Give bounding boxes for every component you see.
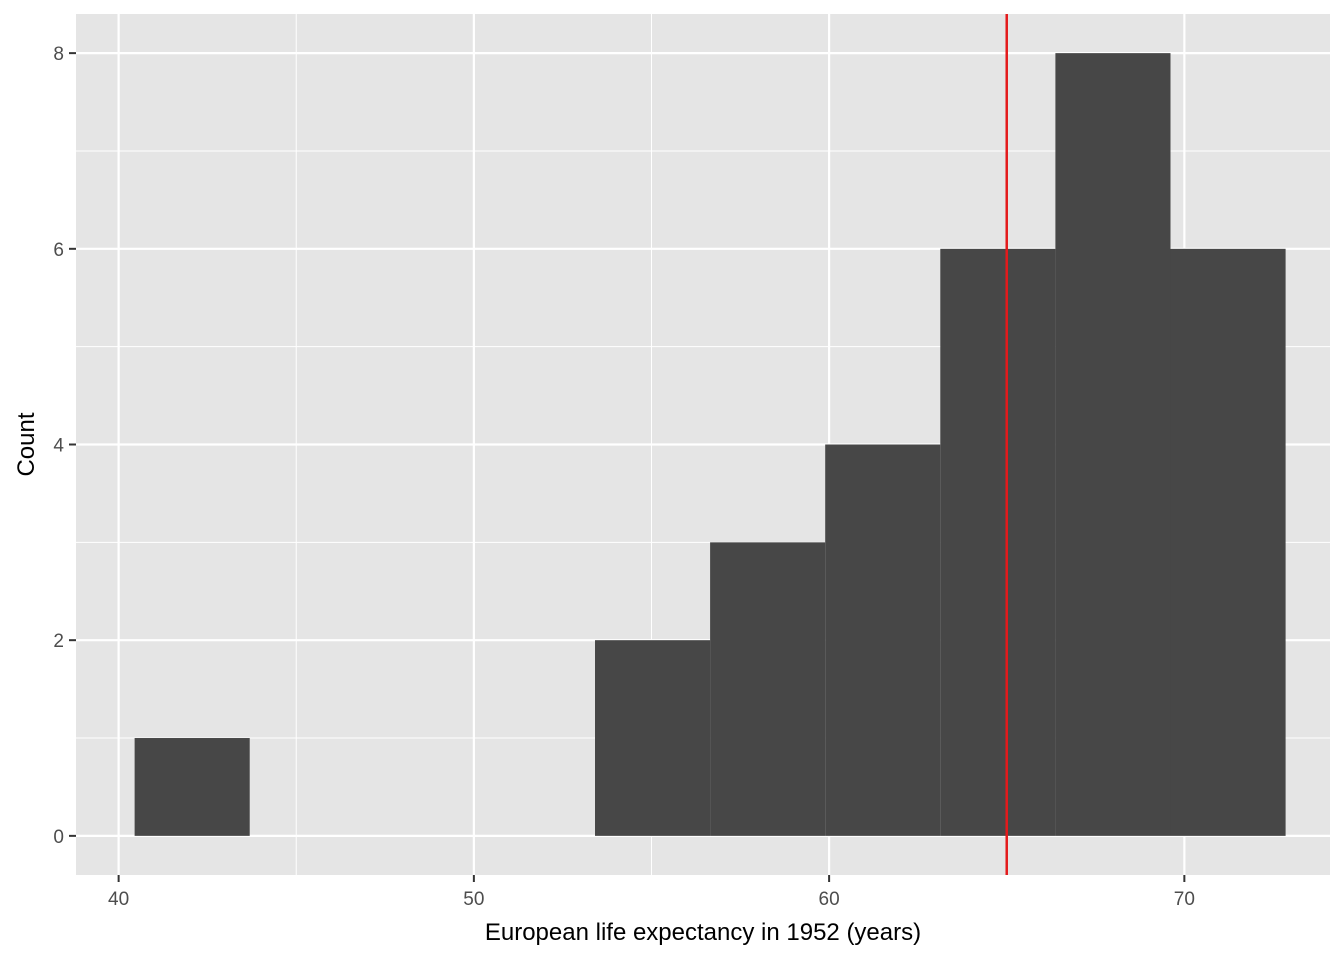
y-tick-label: 6	[53, 240, 64, 261]
x-tick-label: 60	[819, 889, 840, 910]
histogram-bar	[134, 738, 250, 836]
histogram-bar	[940, 248, 1056, 836]
histogram-bar	[825, 444, 941, 836]
y-tick-label: 8	[53, 44, 64, 65]
y-axis-title: Count	[13, 412, 40, 476]
x-tick-label: 50	[463, 889, 484, 910]
x-tick-label: 40	[108, 889, 129, 910]
histogram-bar	[595, 640, 711, 836]
y-axis: 0 2 4 6 8	[53, 44, 76, 848]
histogram-bar	[1170, 248, 1286, 836]
y-tick-label: 2	[53, 631, 64, 652]
y-tick-label: 4	[53, 436, 64, 457]
x-axis-title: European life expectancy in 1952 (years)	[485, 919, 921, 946]
x-tick-label: 70	[1174, 889, 1195, 910]
x-axis: 40 50 60 70	[108, 875, 1195, 910]
histogram-bars	[134, 53, 1286, 836]
y-tick-label: 0	[53, 827, 64, 848]
histogram-bar	[1055, 53, 1171, 836]
histogram-bar	[710, 542, 826, 836]
